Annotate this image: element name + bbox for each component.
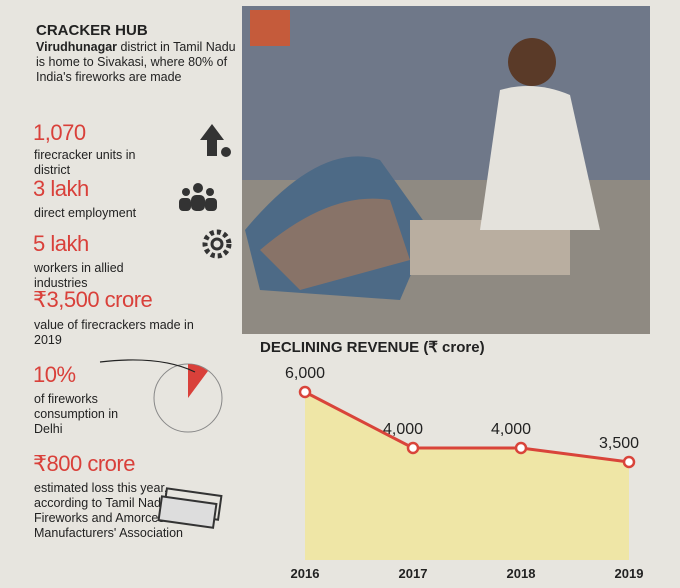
- stat-caption: firecracker units in district: [34, 148, 136, 177]
- chart-title: DECLINING REVENUE (₹ crore): [260, 339, 485, 356]
- value-label: 3,500: [599, 435, 639, 452]
- stat-figure: 1,070: [33, 120, 86, 145]
- icon-rocket: [200, 124, 231, 157]
- photo: [242, 6, 650, 334]
- line: [304, 390, 630, 464]
- point: [298, 385, 312, 399]
- value-label: 4,000: [383, 421, 423, 438]
- intro-bold: Virudhunagar: [36, 40, 118, 54]
- stat-figure: 3 lakh: [33, 176, 89, 201]
- intro: Virudhunagar district in Tamil Nadu is h…: [36, 40, 241, 85]
- stat-caption: workers in allied industries: [34, 261, 124, 290]
- intro-text: district in Tamil Nadu is home to Sivaka…: [36, 40, 236, 84]
- point: [406, 441, 420, 455]
- x-tick-label: 2019: [615, 566, 644, 581]
- revenue-chart: DECLINING REVENUE (₹ crore) 6,000 2016 4,0…: [260, 339, 644, 581]
- stat-caption: value of firecrackers made in 2019: [34, 318, 194, 347]
- point: [622, 455, 636, 469]
- icon-gear: [202, 229, 232, 259]
- x-tick-label: 2016: [291, 566, 320, 581]
- stat-caption: direct employment: [34, 206, 137, 220]
- stat-figure: ₹3,500 crore: [33, 287, 153, 312]
- title: CRACKER HUB: [36, 22, 148, 39]
- stat-figure: ₹800 crore: [33, 451, 135, 476]
- stat-caption: of fireworks consumption in Delhi: [34, 392, 119, 436]
- value-label: 4,000: [491, 421, 531, 438]
- point: [514, 441, 528, 455]
- icon-people: [179, 183, 217, 211]
- x-tick-label: 2017: [399, 566, 428, 581]
- x-tick-label: 2018: [507, 566, 536, 581]
- stat-caption: estimated loss this year, according to T…: [34, 481, 183, 540]
- stat-figure: 5 lakh: [33, 231, 89, 256]
- stat-figure: 10%: [33, 362, 76, 387]
- value-label: 6,000: [285, 365, 325, 382]
